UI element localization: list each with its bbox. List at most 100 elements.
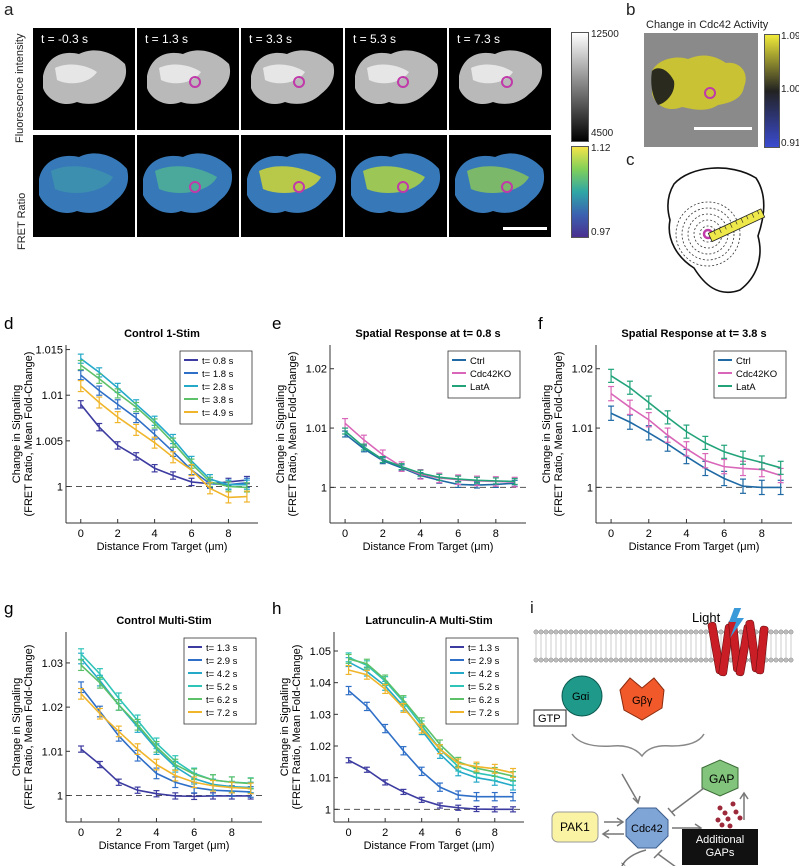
y-axis-label-line1: Change in Signaling xyxy=(275,385,287,483)
fret-tile xyxy=(345,135,447,237)
y-tick-label: 1.015 xyxy=(35,345,63,357)
chart-title: Control 1-Stim xyxy=(124,328,200,340)
legend-label: t= 6.2 s xyxy=(468,695,500,706)
y-tick-label: 1.03 xyxy=(42,658,63,670)
series-line xyxy=(344,430,515,483)
x-tick-label: 6 xyxy=(721,528,727,540)
panel-i-diagram: Light Gαi Gβγ GTP GAP Cdc42 PAK1 actin xyxy=(533,608,794,866)
lipid-head xyxy=(678,629,684,635)
lipid-head xyxy=(693,629,699,635)
lipid-head xyxy=(618,629,624,635)
fret-tile xyxy=(33,135,135,237)
x-tick-label: 8 xyxy=(759,528,765,540)
x-axis-label: Distance From Target (μm) xyxy=(363,541,494,553)
lipid-head xyxy=(558,629,564,635)
lipid-head xyxy=(543,657,549,663)
gai-circle xyxy=(561,675,603,717)
series-line xyxy=(610,393,781,477)
chart-title: Control Multi-Stim xyxy=(116,615,212,627)
y-axis-label-line1: Change in Signaling xyxy=(541,385,553,483)
lipid-head xyxy=(663,629,669,635)
legend-label: t= 4.9 s xyxy=(202,408,234,419)
lipid-head xyxy=(598,629,604,635)
lipid-head xyxy=(788,629,794,635)
x-tick-label: 0 xyxy=(78,827,84,839)
lipid-head xyxy=(703,657,709,663)
panel-b-image xyxy=(644,33,758,147)
lipid-head xyxy=(598,657,604,663)
gai-label: Gαi xyxy=(572,691,589,703)
x-tick-label: 0 xyxy=(78,528,84,540)
chart-e: e Spatial Response at t= 0.8 s 1 1.01 1.02 0 2… xyxy=(272,314,526,553)
x-tick-label: 2 xyxy=(380,528,386,540)
colorbar-intensity xyxy=(571,32,589,142)
x-tick-label: 8 xyxy=(493,528,499,540)
chart-h: h Latrunculin-A Multi-Stim 1 1.01 1.02 1.03 1.… xyxy=(272,599,524,852)
fluorescence-tile: t = 1.3 s xyxy=(137,28,239,130)
lipid-head xyxy=(628,657,634,663)
legend-label: t= 2.9 s xyxy=(206,656,238,667)
series-line xyxy=(348,656,514,782)
lipid-head xyxy=(653,629,659,635)
lipid-head xyxy=(648,657,654,663)
colorbar-intensity-min: 4500 xyxy=(591,128,614,139)
colorbar-fret-max: 1.12 xyxy=(591,143,611,154)
x-tick-label: 2 xyxy=(646,528,652,540)
x-tick-label: 6 xyxy=(191,827,197,839)
series-line xyxy=(80,358,247,486)
pak1-label: PAK1 xyxy=(560,820,590,834)
lipid-head xyxy=(563,657,569,663)
lipid-head xyxy=(698,629,704,635)
series-line xyxy=(348,689,514,798)
colorbar-cdc42-mid: 1.00 xyxy=(781,84,799,95)
x-axis-label: Distance From Target (μm) xyxy=(629,541,760,553)
lipid-head xyxy=(603,629,609,635)
y-tick-label: 1.02 xyxy=(306,364,327,376)
colorbar-fret xyxy=(571,146,589,238)
lipid-head xyxy=(608,629,614,635)
lipid-head xyxy=(658,629,664,635)
colorbar-cdc42-max: 1.09 xyxy=(781,31,799,42)
series-line xyxy=(80,748,251,798)
panel-b-cell xyxy=(652,55,746,110)
series-line xyxy=(610,375,781,469)
lipid-head xyxy=(568,629,574,635)
fluorescence-tile: t = 5.3 s xyxy=(345,28,447,130)
lipid-head xyxy=(603,657,609,663)
time-label: t = 5.3 s xyxy=(353,32,397,46)
lipid-head xyxy=(708,657,714,663)
legend-box xyxy=(713,350,787,399)
colorbar-fret-min: 0.97 xyxy=(591,227,611,238)
fluorescence-tile: t = -0.3 s xyxy=(33,28,135,130)
membrane-lipids xyxy=(533,629,794,663)
panel-letter-a: a xyxy=(4,0,14,19)
x-tick-label: 6 xyxy=(188,528,194,540)
lipid-head xyxy=(578,629,584,635)
x-tick-label: 2 xyxy=(115,528,121,540)
lipid-head xyxy=(768,657,774,663)
row-label-fluorescence: Fluorescence intensity xyxy=(14,33,26,143)
time-label: t = -0.3 s xyxy=(41,32,89,46)
panel-b-dark-region xyxy=(651,68,675,105)
chart-f: f Spatial Response at t= 3.8 s 1 1.01 1.02 0 2… xyxy=(538,314,792,553)
lightning-icon xyxy=(729,608,744,638)
lipid-head xyxy=(638,657,644,663)
cdc42-octagon xyxy=(625,807,669,849)
series-line xyxy=(80,664,251,785)
series-line xyxy=(344,433,515,486)
brace-connector xyxy=(571,733,705,758)
legend-label: t= 4.2 s xyxy=(468,669,500,680)
chart-title: Spatial Response at t= 0.8 s xyxy=(355,328,500,340)
y-tick-label: 1.03 xyxy=(310,709,331,721)
lipid-head xyxy=(548,629,554,635)
lipid-head xyxy=(663,657,669,663)
legend-label: t= 3.8 s xyxy=(202,395,234,406)
legend-label: LatA xyxy=(470,382,490,393)
series-line xyxy=(80,403,248,485)
x-tick-label: 0 xyxy=(342,528,348,540)
lipid-head xyxy=(703,629,709,635)
lipid-head xyxy=(773,629,779,635)
fret-tile xyxy=(449,135,551,237)
y-axis-label-line1: Change in Signaling xyxy=(11,385,23,483)
y-axis-label-line2: (FRET Ratio, Mean Fold-Change) xyxy=(553,352,565,517)
